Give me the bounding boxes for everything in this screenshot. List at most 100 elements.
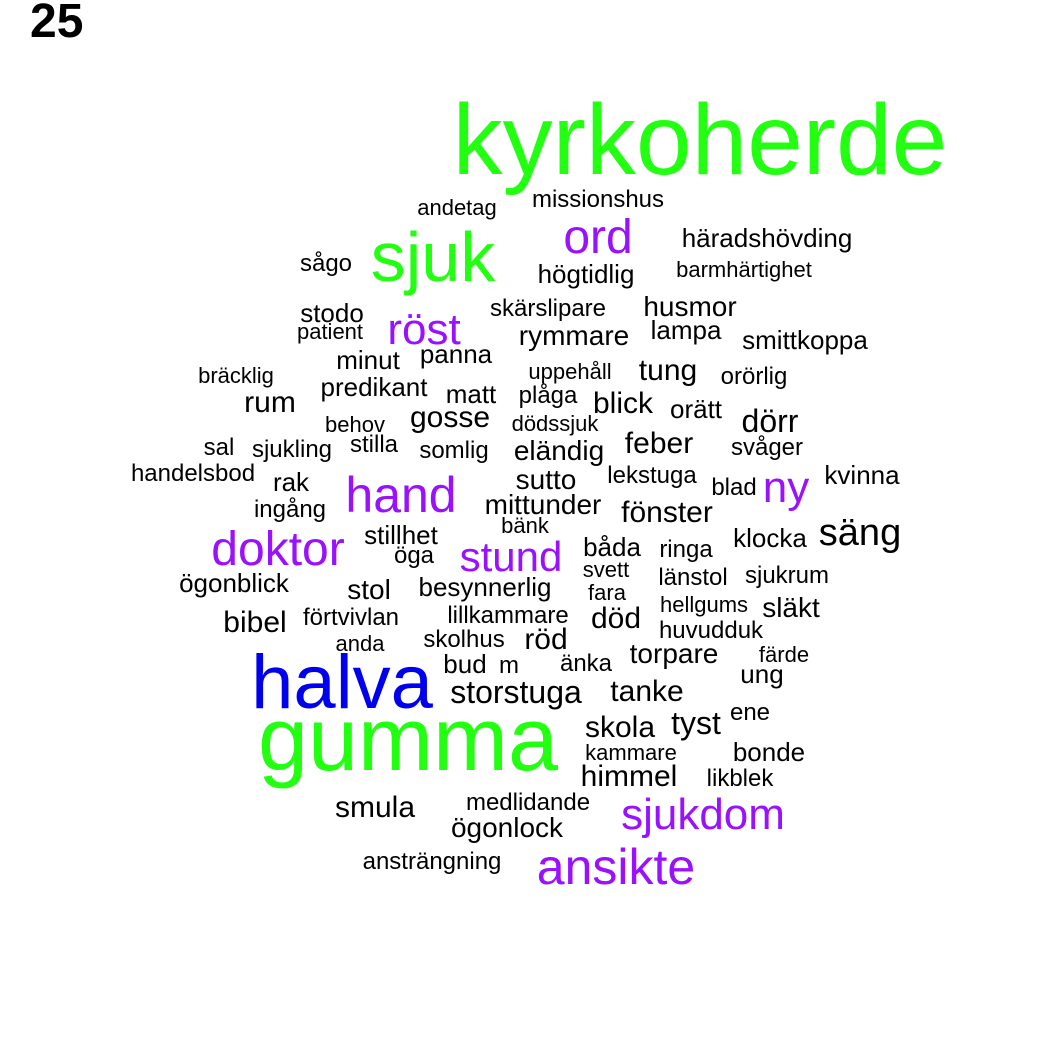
word-31: orörlig [720,363,788,390]
word-67: länstol [658,564,728,591]
word-58: bänk [501,513,549,538]
word-73: släkt [762,592,820,623]
word-47: feber [624,427,694,460]
word-87: ung [740,659,784,689]
word-3: halva [251,640,433,725]
word-40: dödssjuk [511,411,599,436]
word-75: förtvivlan [302,604,400,631]
word-15: häradshövding [681,223,853,253]
word-10: stund [459,533,563,580]
word-90: skola [584,711,656,744]
word-19: stodo [300,298,364,328]
word-39: gosse [409,401,491,434]
word-6: röst [387,305,461,354]
word-52: lekstuga [607,462,697,489]
word-54: blad [711,474,757,501]
word-14: missionshus [531,186,665,213]
word-92: ene [729,699,771,726]
word-27: panna [419,339,493,369]
word-7: hand [345,467,457,523]
word-18: barmhärtighet [676,257,812,282]
word-22: patient [296,319,364,344]
word-16: sågo [299,250,353,277]
word-36: blick [592,387,654,420]
word-17: högtidlig [537,259,635,289]
word-88: storstuga [450,674,582,710]
panel-number: 25 [30,0,84,48]
word-49: handelsbod [130,460,256,487]
word-25: smittkoppa [742,325,868,355]
word-77: död [590,602,642,635]
word-72: hellgums [659,592,749,617]
word-59: stillhet [364,520,438,550]
word-68: sjukrum [744,562,830,589]
word-100: ansträngning [362,848,502,875]
word-61: klocka [733,523,807,553]
word-8: ny [762,463,810,512]
word-71: fara [588,580,626,605]
word-89: tanke [610,675,684,708]
word-81: röd [524,623,568,656]
word-26: minut [336,345,400,375]
word-51: sutto [515,464,577,495]
word-62: öga [393,542,435,569]
word-93: kammare [585,740,677,765]
word-21: husmor [643,291,737,322]
word-9: doktor [211,523,345,576]
word-42: sal [203,434,235,461]
word-29: uppehåll [528,359,612,384]
word-64: ringa [659,536,713,563]
word-91: tyst [671,705,721,741]
word-4: sjuk [370,218,496,296]
word-20: skärslipare [489,295,607,322]
word-56: mittunder [484,489,602,520]
word-46: eländig [513,435,605,466]
word-94: bonde [732,737,806,767]
word-95: himmel [580,760,678,793]
word-12: ansikte [536,839,696,895]
word-76: lillkammare [447,602,569,629]
word-45: somlig [419,437,489,464]
word-74: bibel [223,606,287,639]
word-30: tung [638,354,698,387]
word-85: m [499,652,519,679]
word-97: smula [334,791,416,824]
word-24: lampa [650,315,722,345]
word-78: huvudduk [658,617,764,644]
word-86: änka [559,650,613,677]
word-55: ingång [253,496,327,523]
word-53: kvinna [824,460,900,490]
word-66: ögonblick [179,568,289,598]
word-5: ord [563,211,633,264]
word-96: likblek [706,765,774,792]
word-99: ögonlock [450,812,564,843]
word-2: gumma [257,690,559,790]
word-79: anda [335,631,385,656]
word-82: torpare [629,638,719,669]
word-44: stilla [349,431,399,458]
word-37: orätt [669,394,723,424]
word-84: bud [443,649,487,679]
word-35: plåga [518,382,578,409]
word-34: matt [445,379,497,409]
word-43: sjukling [251,436,333,463]
word-50: rak [272,467,310,497]
word-65: svett [582,557,630,582]
word-41: dörr [741,403,799,439]
word-38: behov [325,412,385,437]
word-80: skolhus [423,626,505,653]
word-48: svåger [730,434,804,461]
word-1: kyrkoherde [452,84,948,196]
word-83: färde [758,642,810,667]
word-33: rum [244,386,296,419]
word-23: rymmare [518,320,630,351]
word-28: bräcklig [198,363,274,388]
word-98: medlidande [465,789,591,816]
word-60: säng [818,512,902,554]
word-63: båda [583,532,641,562]
word-69: stol [347,574,391,605]
word-13: andetag [417,195,497,220]
word-70: besynnerlig [418,572,552,602]
